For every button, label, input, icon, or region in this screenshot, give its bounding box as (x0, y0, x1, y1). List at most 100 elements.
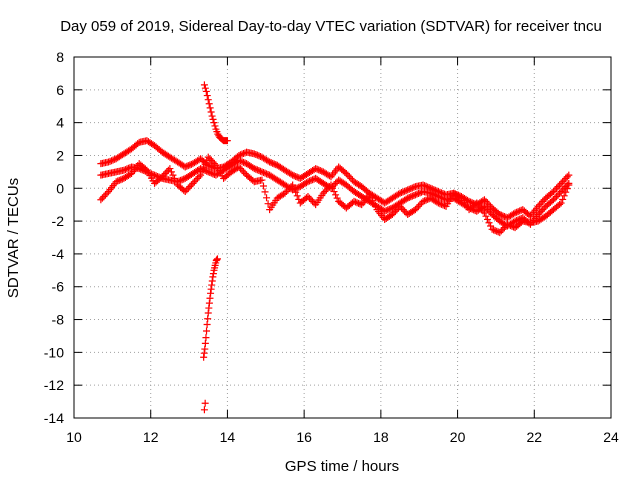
data-point (120, 166, 128, 174)
data-point (433, 192, 441, 200)
data-point (396, 202, 404, 210)
data-point (490, 226, 498, 234)
y-tick-label: 6 (56, 82, 64, 98)
data-point (202, 87, 210, 95)
data-point (290, 185, 298, 193)
data-point (483, 206, 491, 214)
y-tick-label: -8 (52, 312, 65, 328)
data-point (253, 166, 261, 174)
data-point (256, 152, 264, 160)
y-tick-labels: -14 -12 -10 -8 -6 -4 -2 0 2 4 6 8 (44, 49, 64, 426)
data-point (203, 92, 211, 100)
data-point (240, 149, 248, 157)
data-point (537, 199, 545, 207)
data-point (551, 186, 559, 194)
x-tick-labels: 10 12 14 16 18 20 22 24 (66, 429, 619, 445)
data-point (439, 201, 447, 209)
data-point (411, 206, 419, 214)
data-point (207, 169, 215, 177)
data-point (264, 170, 272, 178)
data-point (562, 174, 570, 182)
data-point (414, 202, 422, 210)
data-point (167, 168, 175, 176)
data-point (556, 189, 564, 197)
data-point (141, 165, 149, 173)
data-point (396, 189, 404, 197)
data-point (287, 170, 295, 178)
data-point (413, 204, 421, 212)
data-point (264, 157, 272, 165)
data-point (540, 204, 548, 212)
data-point (534, 211, 542, 219)
data-point (408, 184, 416, 192)
data-point (494, 228, 502, 236)
data-point (434, 192, 442, 200)
data-point (393, 206, 401, 214)
data-point (560, 176, 568, 184)
data-point (503, 220, 511, 228)
data-point (327, 181, 335, 189)
data-point (325, 172, 333, 180)
data-point (485, 207, 493, 215)
data-point (186, 161, 194, 169)
data-point (419, 181, 427, 189)
data-point (342, 170, 350, 178)
data-point (414, 190, 422, 198)
data-point (471, 200, 479, 208)
data-point (513, 208, 521, 216)
data-point (200, 406, 208, 414)
data-point (187, 160, 195, 168)
data-point (292, 172, 300, 180)
data-point (194, 174, 202, 182)
data-point (310, 199, 318, 207)
data-point (399, 206, 407, 214)
data-point (177, 176, 185, 184)
data-point (565, 171, 573, 179)
data-point (333, 194, 341, 202)
data-point (398, 189, 406, 197)
data-point (480, 196, 488, 204)
data-point (267, 159, 275, 167)
data-point (500, 224, 508, 232)
data-point (302, 179, 310, 187)
data-point (207, 108, 215, 116)
data-point (123, 165, 131, 173)
data-point (350, 197, 358, 205)
data-point (505, 221, 513, 229)
y-tick-label: -6 (52, 279, 65, 295)
x-tick-label: 12 (143, 429, 159, 445)
plot-frame (73, 56, 612, 419)
data-point (316, 167, 324, 175)
data-point (240, 158, 248, 166)
data-point (410, 191, 418, 199)
data-point (181, 163, 189, 171)
x-tick-label: 14 (220, 429, 236, 445)
data-point (124, 164, 132, 172)
data-point (483, 199, 491, 207)
data-point (315, 166, 323, 174)
data-point (554, 191, 562, 199)
data-point (405, 185, 413, 193)
data-point (318, 167, 326, 175)
data-point (482, 197, 490, 205)
data-point (207, 156, 215, 164)
data-point (497, 227, 505, 235)
data-point (565, 181, 573, 189)
data-point (479, 197, 487, 205)
data-point (536, 209, 544, 217)
data-point (282, 188, 290, 196)
data-point (408, 192, 416, 200)
data-point (549, 188, 557, 196)
data-point (200, 81, 208, 89)
data-point (499, 225, 507, 233)
data-point (201, 84, 209, 92)
data-point (197, 171, 205, 179)
data-point (551, 194, 559, 202)
data-point (213, 255, 221, 263)
data-point (256, 167, 264, 175)
data-point (537, 207, 545, 215)
data-point (261, 188, 269, 196)
data-point (304, 192, 312, 200)
y-tick-label: -10 (44, 344, 64, 360)
